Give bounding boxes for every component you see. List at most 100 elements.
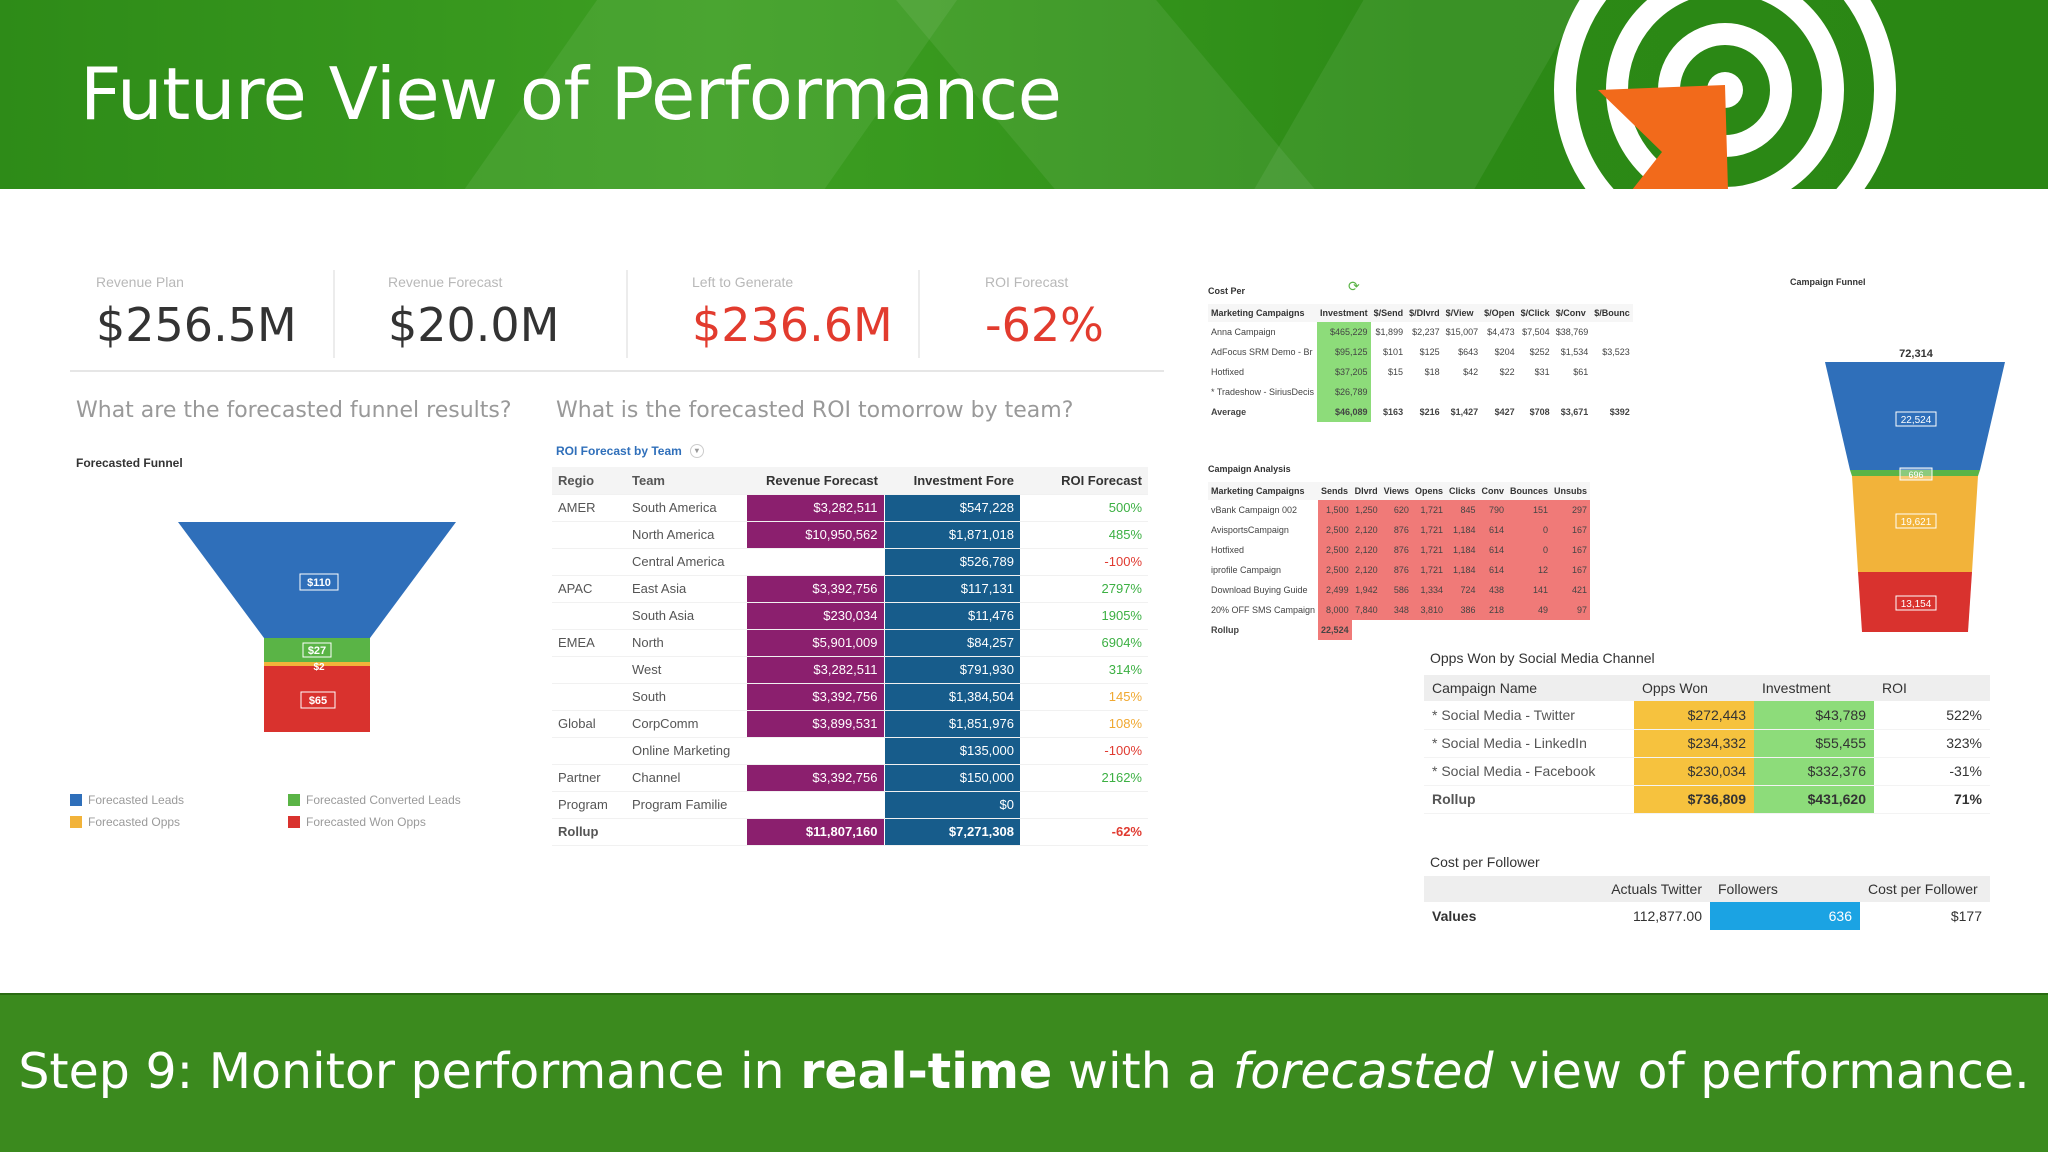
social-roi: 522% — [1874, 701, 1990, 730]
roi-report-link[interactable]: ROI Forecast by Team ▾ — [556, 444, 704, 458]
roi-value: 6904% — [1020, 629, 1148, 657]
col-team[interactable]: Team — [626, 467, 746, 495]
table-row[interactable]: AvisportsCampaign 2,500 2,120 876 1,721 1,184… — [1208, 520, 1591, 540]
col-investment[interactable]: Investment — [1754, 675, 1874, 701]
table-cell — [1551, 620, 1590, 640]
table-row[interactable]: South $3,392,756 $1,384,504 145% — [552, 683, 1148, 711]
roi-region — [552, 683, 626, 711]
table-row[interactable]: AdFocus SRM Demo - Br $95,125 $101 $125 $643… — [1208, 342, 1633, 362]
roi-investment: $11,476 — [883, 602, 1020, 630]
roi-team: CorpComm — [626, 710, 746, 738]
roi-region — [552, 656, 626, 684]
col-header[interactable]: $/Click — [1517, 304, 1553, 322]
col-header[interactable]: Investment — [1317, 304, 1371, 322]
table-row[interactable]: vBank Campaign 002 1,500 1,250 620 1,721 845 7… — [1208, 500, 1591, 520]
table-row[interactable]: 20% OFF SMS Campaign 8,000 7,840 348 3,810 38… — [1208, 600, 1591, 620]
col-investment-forecast[interactable]: Investment Fore — [884, 467, 1020, 495]
roi-value: 314% — [1020, 656, 1148, 684]
table-row[interactable]: West $3,282,511 $791,930 314% — [552, 656, 1148, 684]
col-header[interactable]: Sends — [1318, 482, 1352, 500]
roi-team: West — [626, 656, 746, 684]
table-cell: 1,334 — [1411, 580, 1446, 600]
col-opps-won[interactable]: Opps Won — [1634, 675, 1754, 701]
table-row[interactable]: * Social Media - Twitter $272,443 $43,789 5… — [1424, 701, 1990, 730]
table-row[interactable]: Rollup 22,524 — [1208, 620, 1590, 640]
col-revenue-forecast[interactable]: Revenue Forecast — [746, 467, 884, 495]
roi-value: 485% — [1020, 521, 1148, 549]
table-row[interactable]: * Tradeshow - SiriusDecis $26,789 — [1208, 382, 1633, 402]
col-header[interactable]: Conv — [1478, 482, 1507, 500]
footer-caption: Step 9: Monitor performance in real-time… — [18, 1043, 2030, 1100]
cost-follower-title: Cost per Follower — [1430, 854, 1540, 870]
table-row[interactable]: AMER South America $3,282,511 $547,228 500% — [552, 494, 1148, 522]
table-row[interactable]: Online Marketing $135,000 -100% — [552, 737, 1148, 765]
col-region[interactable]: Regio — [552, 467, 626, 495]
table-row[interactable]: Hotfixed $37,205 $15 $18 $42 $22 $31 $61 — [1208, 362, 1633, 382]
table-row[interactable]: Rollup $736,809 $431,620 71% — [1424, 785, 1990, 814]
col-header[interactable]: Unsubs — [1551, 482, 1591, 500]
svg-text:13,154: 13,154 — [1901, 599, 1932, 610]
roi-team: North America — [626, 521, 746, 549]
col-header[interactable]: $/Conv — [1552, 304, 1592, 322]
table-row[interactable]: Rollup $11,807,160 $7,271,308 -62% — [552, 818, 1148, 846]
legend-leads: Forecasted Leads — [70, 793, 184, 807]
table-row[interactable]: * Social Media - LinkedIn $234,332 $55,455… — [1424, 729, 1990, 758]
col-header[interactable]: $/View — [1442, 304, 1482, 322]
roi-team: Program Familie — [626, 791, 746, 819]
table-row[interactable]: Anna Campaign $465,229 $1,899 $2,237 $15,007… — [1208, 322, 1633, 342]
table-cell: 22,524 — [1318, 620, 1352, 640]
col-header[interactable]: Clicks — [1445, 482, 1479, 500]
col-header[interactable]: Views — [1380, 482, 1412, 500]
table-row[interactable]: Central America $526,789 -100% — [552, 548, 1148, 576]
col-roi[interactable]: ROI — [1874, 675, 1990, 701]
table-cell: $3,523 — [1602, 347, 1630, 357]
col-header[interactable]: $/Dlvrd — [1406, 304, 1443, 322]
roi-revenue: $230,034 — [745, 602, 884, 630]
table-cell: 2,500 — [1318, 560, 1352, 580]
funnel-leads — [178, 522, 456, 638]
table-cell: $3,671 — [1560, 407, 1589, 417]
roi-team — [626, 818, 746, 846]
col-header[interactable]: Opens — [1411, 482, 1446, 500]
kpi-revenue-plan: Revenue Plan $256.5M — [96, 274, 297, 352]
table-row[interactable]: Global CorpComm $3,899,531 $1,851,976 108% — [552, 710, 1148, 738]
table-cell: Hotfixed — [1211, 367, 1245, 377]
col-roi-forecast[interactable]: ROI Forecast — [1020, 467, 1148, 495]
table-row[interactable]: North America $10,950,562 $1,871,018 485% — [552, 521, 1148, 549]
table-cell: $1,427 — [1450, 407, 1479, 417]
table-row[interactable]: Partner Channel $3,392,756 $150,000 2162% — [552, 764, 1148, 792]
col-header[interactable]: Dlvrd — [1351, 482, 1381, 500]
col-header[interactable]: $/Open — [1481, 304, 1518, 322]
cost-follower-table: Actuals Twitter Followers Cost per Follo… — [1424, 876, 1990, 930]
table-row[interactable]: Hotfixed 2,500 2,120 876 1,721 1,184 614 0 167 — [1208, 540, 1591, 560]
table-cell: 2,500 — [1318, 520, 1352, 540]
kpi-value: -62% — [985, 298, 1104, 352]
table-cell: * Tradeshow - SiriusDecis — [1211, 387, 1315, 397]
refresh-icon[interactable]: ⟳ — [1348, 278, 1360, 294]
table-row[interactable]: Program Program Familie $0 — [552, 791, 1148, 819]
table-row[interactable]: Download Buying Guide 2,499 1,942 586 1,334 7… — [1208, 580, 1591, 600]
table-cell: $42 — [1463, 367, 1479, 377]
col-header[interactable]: $/Send — [1370, 304, 1407, 322]
table-cell: $15,007 — [1445, 327, 1479, 337]
table-cell: 1,721 — [1411, 560, 1446, 580]
table-row[interactable]: South Asia $230,034 $11,476 1905% — [552, 602, 1148, 630]
table-row[interactable]: EMEA North $5,901,009 $84,257 6904% — [552, 629, 1148, 657]
kpi-value: $20.0M — [388, 298, 560, 352]
col-header[interactable]: Marketing Campaigns — [1208, 482, 1319, 500]
col-header[interactable]: Bounces — [1507, 482, 1552, 500]
table-row[interactable]: * Social Media - Facebook $230,034 $332,37… — [1424, 757, 1990, 786]
col-campaign-name[interactable]: Campaign Name — [1424, 675, 1634, 701]
col-header[interactable]: $/Bounc — [1591, 304, 1633, 322]
roi-revenue: $5,901,009 — [745, 629, 884, 657]
roi-revenue — [746, 737, 884, 765]
chevron-down-icon[interactable]: ▾ — [689, 444, 704, 458]
campaign-analysis-table: Marketing Campaigns Sends Dlvrd Views Opens C… — [1208, 482, 1591, 640]
col-header[interactable]: Marketing Campaigns — [1208, 304, 1318, 322]
table-row[interactable]: Average $46,089 $163 $216 $1,427 $427 $708 $3,6… — [1208, 402, 1633, 422]
table-cell: 7,840 — [1351, 600, 1381, 620]
kpi-value: $236.6M — [692, 298, 893, 352]
table-row[interactable]: iprofile Campaign 2,500 2,120 876 1,721 1,184… — [1208, 560, 1591, 580]
table-row[interactable]: APAC East Asia $3,392,756 $117,131 2797% — [552, 575, 1148, 603]
table-cell: 151 — [1507, 500, 1552, 520]
